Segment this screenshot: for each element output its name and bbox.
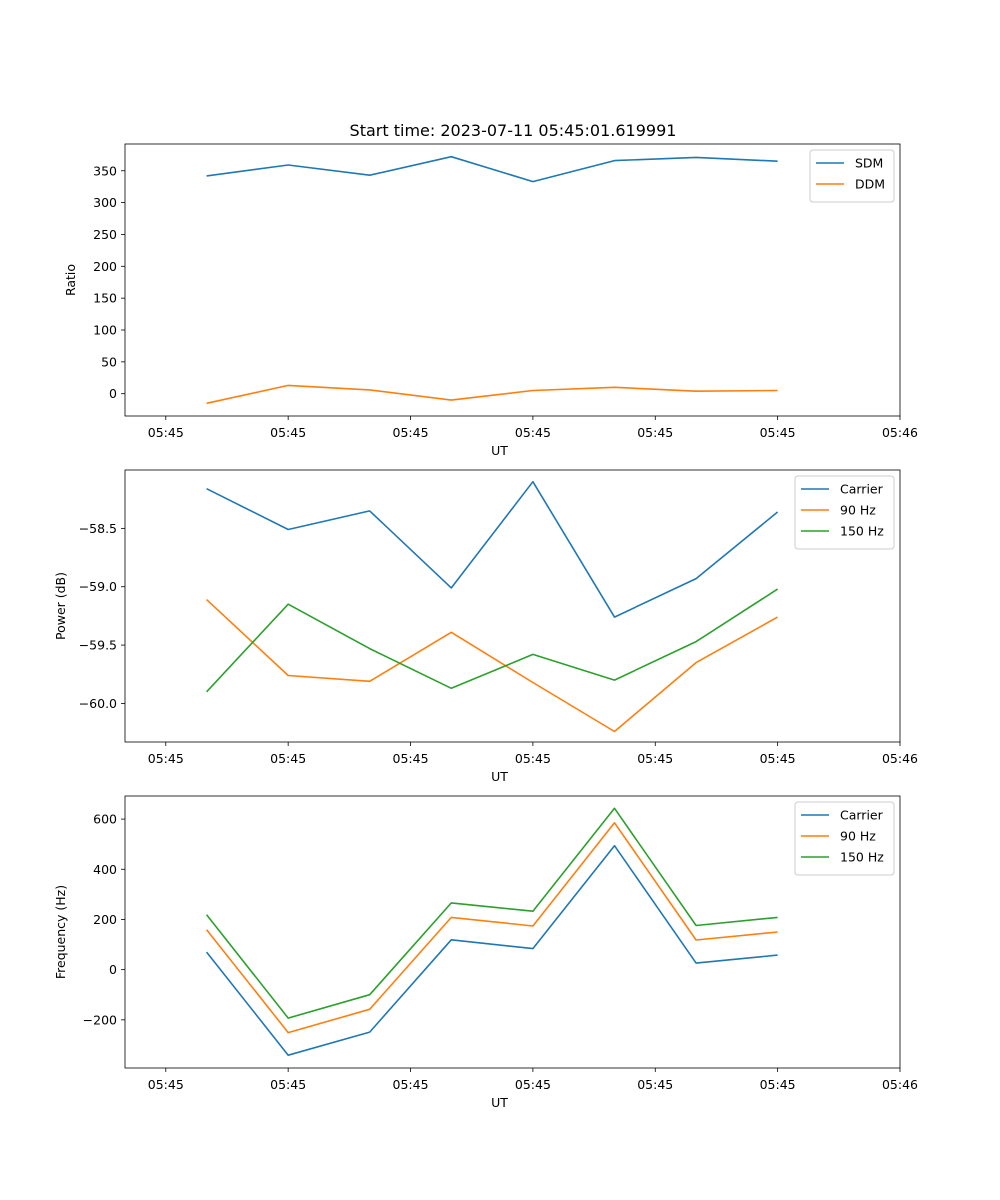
chart-1-x-tick-label: 05:45 xyxy=(270,425,306,440)
chart-title: Start time: 2023-07-11 05:45:01.619991 xyxy=(350,121,677,140)
chart-2-y-axis-label: Power (dB) xyxy=(53,572,68,640)
chart-2-series-line-2 xyxy=(206,599,778,733)
chart-1-series-line-1 xyxy=(206,155,778,183)
chart-2-series-line-1 xyxy=(206,480,779,618)
chart-1-axes-frame xyxy=(124,143,901,417)
chart-1-y-tick-label: 200 xyxy=(93,259,117,274)
chart-3-y-tick-label: 400 xyxy=(93,862,117,877)
chart-3-y-tick-label: 600 xyxy=(93,812,117,827)
chart-3-x-tick-label: 05:45 xyxy=(760,1077,796,1092)
chart-2-y-tick-label: −60.0 xyxy=(79,696,117,711)
chart-2-legend-label-2: 90 Hz xyxy=(840,503,876,518)
chart-1-y-tick-label: 150 xyxy=(93,291,117,306)
chart-2-legend-label-3: 150 Hz xyxy=(840,524,884,539)
panels: 05:45 05:45 05:45 05:45 05:45 05:45 05:46 0 50 10… xyxy=(53,143,918,1110)
chart-3-x-tick-label: 05:45 xyxy=(637,1077,673,1092)
chart-1-x-tick-label: 05:45 xyxy=(637,425,673,440)
chart-3-series-line-2 xyxy=(205,821,778,1034)
chart-1-legend-label-2: DDM xyxy=(855,177,885,192)
chart-3-legend-label-2: 90 Hz xyxy=(840,829,876,844)
chart-3-y-tick-label: 0 xyxy=(109,962,117,977)
chart-3-x-tick-label: 05:45 xyxy=(393,1077,429,1092)
chart-2-x-tick-label: 05:46 xyxy=(882,751,918,766)
chart-3-y-tick-label: 200 xyxy=(93,912,117,927)
chart-3-x-tick-label: 05:45 xyxy=(270,1077,306,1092)
chart-2-y-tick-label: −59.5 xyxy=(79,638,117,653)
chart-1-x-tick-label: 05:45 xyxy=(148,425,184,440)
chart-3-series-line-1 xyxy=(205,844,778,1056)
chart-2-legend-label-1: Carrier xyxy=(840,482,884,497)
chart-3-legend-label-1: Carrier xyxy=(840,808,884,823)
chart-3-y-tick-label: −200 xyxy=(83,1012,117,1027)
chart-1-series-line-2 xyxy=(206,384,778,405)
chart-2-y-tick-label: −59.0 xyxy=(79,579,117,594)
chart-1-y-tick-label: 250 xyxy=(93,227,117,242)
chart-2-legend: Carrier 90 Hz 150 Hz xyxy=(794,475,895,550)
chart-2-x-tick-label: 05:45 xyxy=(148,751,184,766)
chart-1-x-tick-label: 05:45 xyxy=(760,425,796,440)
chart-3-legend: Carrier 90 Hz 150 Hz xyxy=(794,801,895,876)
chart-1-legend-label-1: SDM xyxy=(855,156,883,171)
chart-1-y-tick-label: 100 xyxy=(93,323,117,338)
chart-3-legend-label-3: 150 Hz xyxy=(840,850,884,865)
chart-3-axes-frame xyxy=(124,795,901,1069)
chart-3-x-axis-label: UT xyxy=(491,1095,508,1110)
chart-1-y-tick-label: 50 xyxy=(101,354,117,369)
chart-1-panel: 05:45 05:45 05:45 05:45 05:45 05:45 05:46 0 50 10… xyxy=(63,143,918,458)
chart-1-x-axis-label: UT xyxy=(491,443,508,458)
chart-3-x-tick-label: 05:46 xyxy=(882,1077,918,1092)
chart-2-x-tick-label: 05:45 xyxy=(637,751,673,766)
chart-3-x-tick-label: 05:45 xyxy=(515,1077,551,1092)
chart-2-x-tick-label: 05:45 xyxy=(270,751,306,766)
chart-2-series-line-3 xyxy=(206,588,779,693)
chart-3-series-line-3 xyxy=(205,807,778,1019)
chart-1-y-tick-label: 0 xyxy=(109,386,117,401)
chart-2-panel: 05:45 05:45 05:45 05:45 05:45 05:45 05:46 −60.0… xyxy=(53,469,918,784)
chart-3-x-tick-label: 05:45 xyxy=(148,1077,184,1092)
chart-1-y-axis-label: Ratio xyxy=(63,264,78,296)
chart-1-y-tick-label: 350 xyxy=(93,163,117,178)
chart-1-x-tick-label: 05:45 xyxy=(393,425,429,440)
chart-2-y-tick-label: −58.5 xyxy=(79,521,117,536)
chart-1-y-tick-label: 300 xyxy=(93,195,117,210)
chart-3-y-axis-label: Frequency (Hz) xyxy=(53,885,68,979)
chart-2-x-tick-label: 05:45 xyxy=(515,751,551,766)
chart-2-x-tick-label: 05:45 xyxy=(760,751,796,766)
chart-2-axes-frame xyxy=(124,469,901,743)
chart-2-x-tick-label: 05:45 xyxy=(393,751,429,766)
chart-1-x-tick-label: 05:45 xyxy=(515,425,551,440)
chart-2-x-axis-label: UT xyxy=(491,769,508,784)
chart-1-legend: SDM DDM xyxy=(809,149,895,203)
chart-1-x-tick-label: 05:46 xyxy=(882,425,918,440)
chart-3-panel: 05:45 05:45 05:45 05:45 05:45 05:45 05:46 −200 0… xyxy=(53,795,918,1110)
